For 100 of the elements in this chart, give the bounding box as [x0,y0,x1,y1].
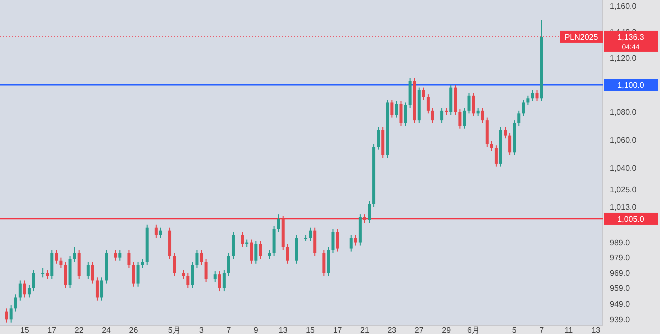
annotation: PLN2025 [564,32,599,42]
candlestick [154,224,158,239]
y-tick-label: 1,160.0 [610,2,638,12]
candlestick [490,140,494,152]
candlestick [182,270,186,280]
candlestick [295,234,298,264]
candlestick [28,284,31,298]
candlestick [132,262,136,288]
candlestick [159,227,162,239]
candlestick [314,227,317,257]
x-tick-label: 6月 [468,326,480,334]
candlestick [50,250,54,280]
candlestick [336,228,340,252]
candlestick [531,90,534,102]
x-tick-label: 24 [102,326,112,334]
candlestick [322,250,326,277]
candlestick [472,92,476,117]
y-tick-label: 1,040.0 [610,164,638,174]
y-tick-label: 1,013.0 [610,203,638,212]
candlestick [204,258,208,283]
x-tick-label: 15 [306,326,316,334]
candlestick [404,102,408,127]
candlestick [350,234,353,252]
candlestick [268,250,272,260]
candlestick [277,214,280,233]
candlestick [536,90,539,102]
x-tick-label: 27 [414,326,424,334]
candlestick [5,308,8,324]
candlestick [136,262,140,288]
candlestick [426,94,430,114]
candlestick [200,250,204,266]
candlestick [286,244,290,264]
candlestick [14,294,18,312]
candlestick [114,250,118,262]
candlestick [227,252,230,277]
candlestick [173,252,176,277]
candlestick [73,246,76,263]
candlestick [400,100,403,127]
candlestick [422,87,426,100]
candlestick [463,108,466,130]
candlestick [332,228,335,254]
candlestick [254,240,258,264]
candlestick [100,277,104,302]
candlestick [191,262,194,289]
candlestick [42,268,45,278]
candlestick [23,280,26,298]
candlestick [46,270,50,280]
ref-line-label: 1,136.3 [618,32,645,42]
x-tick-label: 26 [129,326,139,334]
candlestick [86,262,90,280]
y-tick-label: 1,060.0 [610,136,638,145]
candlestick [128,250,131,269]
y-tick-label: 1,080.0 [610,108,638,118]
candlestick [354,234,358,246]
x-tick-label: 15 [20,326,30,334]
candlestick [250,239,254,264]
candlestick [32,270,36,292]
x-tick-label: 13 [592,326,602,334]
y-tick-label: 979.0 [610,254,631,263]
y-tick-label: 939.0 [610,315,631,324]
x-tick-label: 17 [333,326,343,334]
y-tick-label: 1,120.0 [610,54,638,64]
candlestick [377,126,380,150]
x-tick-label: 9 [254,326,259,334]
candlestick [368,200,372,224]
y-tick-label: 959.0 [610,284,631,294]
candlestick [327,246,330,277]
candlestick [395,100,398,118]
candlestick [141,258,144,269]
x-tick-label: 23 [388,326,398,334]
x-tick-label: 17 [48,326,58,334]
candlestick [494,145,498,168]
candlestick [218,271,222,292]
candlestick [118,250,122,262]
candlestick [522,99,526,117]
candlestick [458,109,462,130]
y-tick-label: 989.0 [610,238,631,248]
candlestick [96,277,99,302]
candlestick [468,92,471,114]
x-tick-label: 13 [278,326,288,334]
candlestick [259,240,262,260]
candlestick [55,250,58,264]
candlestick [78,250,81,280]
candlestick [91,262,94,284]
candlestick [486,117,489,148]
y-tick-label: 969.0 [610,268,631,278]
x-tick-label: 5月 [168,326,181,334]
candlestick [64,262,68,289]
x-tick-label: 7 [226,326,232,334]
candlestick [18,280,22,302]
candlestick [518,110,521,127]
ref-line-label: 1,005.0 [618,214,645,224]
candlestick [10,305,13,324]
candlestick [214,271,217,283]
x-tick-label: 3 [200,326,205,334]
candlestick [272,226,276,257]
candlestick [390,99,394,118]
ref-line-label: 1,100.0 [618,80,645,90]
candlestick [504,126,508,140]
y-tick-label: 949.0 [610,300,631,309]
